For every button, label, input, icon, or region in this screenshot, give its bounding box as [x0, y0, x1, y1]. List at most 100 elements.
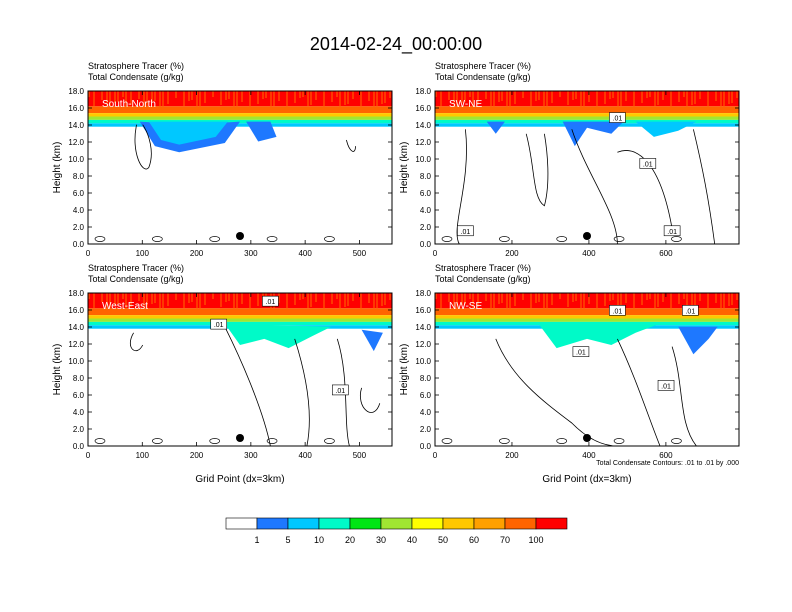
tracer-streak: [546, 91, 548, 108]
y-tick-label: 8.0: [73, 374, 85, 383]
surface-contour: [499, 236, 510, 242]
inset-label: West-East: [102, 301, 148, 312]
colorbar-swatch: [504, 517, 537, 530]
tracer-streak: [233, 293, 235, 310]
panel-west-east: Stratosphere Tracer (%)Total Condensate …: [52, 263, 393, 485]
tracer-streak: [435, 91, 437, 97]
surface-contour: [266, 438, 278, 444]
tracer-filled-region: [538, 323, 660, 349]
tracer-streak: [146, 91, 148, 107]
panel-south-north: Stratosphere Tracer (%)Total Condensate …: [52, 61, 393, 258]
x-tick-label: 300: [244, 451, 258, 460]
contour-label-box: [572, 346, 590, 357]
tracer-streak: [514, 91, 516, 104]
surface-contour: [671, 236, 682, 242]
tracer-streak: [493, 91, 495, 107]
tracer-band: [435, 106, 739, 114]
tracer-streak: [657, 91, 659, 105]
tracer-streak: [522, 91, 524, 98]
tracer-streak: [686, 293, 688, 312]
tracer-streak: [583, 293, 585, 309]
tracer-streak: [241, 91, 243, 102]
y-tick-label: 8.0: [420, 172, 432, 181]
contour-label: .01: [576, 350, 586, 357]
y-tick-label: 8.0: [420, 374, 432, 383]
tracer-streak: [262, 91, 264, 99]
tracer-streak: [715, 293, 717, 303]
x-tick-label: 400: [582, 249, 596, 258]
condensate-contour: [336, 338, 350, 446]
tracer-streak: [583, 91, 585, 107]
y-tick-label: 2.0: [73, 425, 85, 434]
contour-label-box: [639, 158, 657, 169]
tracer-band: [88, 119, 392, 124]
y-tick-label: 10.0: [68, 155, 84, 164]
tracer-streak: [691, 293, 693, 307]
colorbar-label: 5: [285, 535, 290, 545]
colorbar-label: 70: [500, 535, 510, 545]
tracer-streak: [686, 91, 688, 110]
tracer-streak: [609, 91, 611, 99]
colorbar-swatch: [473, 517, 506, 530]
tracer-streak: [323, 293, 325, 310]
x-tick-label: 300: [244, 249, 258, 258]
inset-label: South-North: [102, 99, 156, 110]
y-tick-label: 16.0: [415, 306, 431, 315]
plot-frame: [87, 90, 393, 245]
tracer-filled-region: [562, 121, 624, 147]
tracer-streak: [154, 293, 156, 303]
tracer-streak: [347, 91, 349, 104]
x-tick-label: 100: [136, 451, 150, 460]
tracer-streak: [175, 293, 177, 300]
condensate-label: Total Condensate (g/kg): [435, 274, 531, 284]
y-tick-label: 2.0: [420, 425, 432, 434]
condensate-label: Total Condensate (g/kg): [88, 72, 184, 82]
tracer-streak: [381, 91, 383, 104]
tracer-streak: [456, 91, 458, 108]
tracer-streak: [509, 91, 511, 109]
tracer-streak: [273, 91, 275, 106]
tracer-streak: [567, 91, 569, 105]
tracer-streak: [191, 91, 193, 100]
tracer-streak: [490, 91, 492, 108]
tracer-streak: [125, 91, 127, 110]
contour-label: .01: [685, 308, 695, 315]
colorbar-label: 100: [528, 535, 543, 545]
tracer-streak: [302, 293, 304, 299]
tracer-streak: [302, 91, 304, 97]
tracer-streak: [456, 293, 458, 310]
tracer-streak: [612, 91, 614, 98]
contour-label: .01: [613, 116, 623, 123]
tracer-streak: [146, 293, 148, 309]
tracer-streak: [506, 91, 508, 110]
tracer-streak: [720, 293, 722, 312]
tracer-streak: [315, 293, 317, 302]
tracer-streak: [477, 91, 479, 105]
tracer-streak: [138, 91, 140, 99]
surface-contour: [556, 438, 568, 444]
location-marker: [583, 232, 591, 240]
contour-label: .01: [335, 388, 345, 395]
tracer-streak: [683, 91, 685, 97]
condensate-contour: [456, 129, 467, 244]
tracer-streak: [220, 91, 222, 105]
contour-label: .01: [266, 299, 276, 306]
tracer-streak: [694, 91, 696, 104]
tracer-streak: [654, 91, 656, 106]
condensate-contour: [294, 338, 310, 446]
surface-contour: [441, 438, 453, 444]
tracer-streak: [138, 293, 140, 301]
tracer-streak: [543, 91, 545, 109]
tracer-streak: [154, 91, 156, 101]
tracer-filled-region: [361, 329, 383, 352]
tracer-streak: [575, 91, 577, 99]
tracer-streak: [654, 293, 656, 308]
colorbar-swatch: [318, 517, 351, 530]
tracer-streak: [699, 293, 701, 301]
tracer-streak: [225, 293, 227, 302]
x-tick-label: 0: [86, 249, 91, 258]
y-tick-label: 14.0: [415, 323, 431, 332]
tracer-streak: [453, 91, 455, 109]
panels: Stratosphere Tracer (%)Total Condensate …: [52, 61, 740, 485]
tracer-streak: [461, 91, 463, 103]
